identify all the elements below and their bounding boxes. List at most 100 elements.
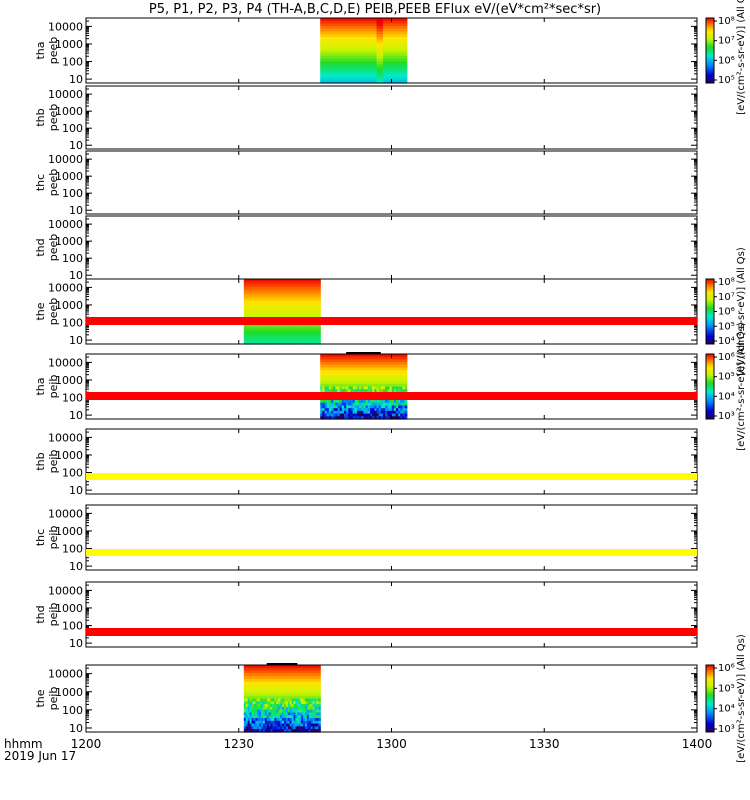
spectrogram-cell	[337, 23, 341, 27]
spectrogram-cell	[354, 367, 358, 371]
spectrogram-cell	[326, 416, 330, 420]
spectrogram-cell	[257, 665, 260, 669]
spectrogram-cell	[402, 356, 406, 361]
colorbar-step	[706, 680, 714, 683]
spectrogram-cell	[331, 367, 334, 371]
spectrogram-cell	[299, 335, 302, 340]
spectrogram-cell	[282, 325, 285, 329]
spectrogram-cell	[251, 720, 254, 725]
spectrogram-cell	[276, 308, 279, 313]
spectrogram-cell	[363, 23, 367, 27]
spectrogram-cell	[365, 375, 369, 379]
spectrogram-cell	[303, 712, 306, 716]
spectrogram-cell	[310, 335, 314, 340]
spectrogram-cell	[333, 362, 336, 366]
spectrogram-cell	[255, 712, 258, 716]
spectrogram-cell	[331, 408, 334, 412]
spectrogram-cell	[318, 311, 321, 315]
spectrogram-cell	[369, 389, 373, 393]
colorbar-step	[706, 34, 714, 37]
spectrogram-cell	[251, 338, 254, 342]
spectrogram-cell	[352, 372, 356, 377]
spectrogram-cell	[333, 77, 336, 81]
spectrogram-cell	[274, 330, 277, 334]
spectrogram-cell	[243, 292, 247, 296]
spectrogram-cell	[350, 378, 354, 382]
spectrogram-cell	[333, 23, 336, 27]
spectrogram-cell	[331, 370, 334, 374]
spectrogram-cell	[243, 673, 247, 677]
spectrogram-cell	[249, 325, 253, 329]
spectrogram-cell	[363, 367, 367, 371]
spectrogram-cell	[357, 381, 360, 385]
spectrogram-cell	[324, 64, 328, 68]
spectrogram-cell	[276, 718, 279, 722]
spectrogram-cell	[359, 53, 362, 57]
spectrogram-cell	[255, 676, 258, 680]
spectrogram-cell	[339, 58, 343, 62]
spectrogram-cell	[308, 295, 312, 299]
spectrogram-cell	[333, 55, 336, 60]
spectrogram-cell	[400, 18, 404, 22]
spectrogram-cell	[291, 692, 295, 697]
spectrogram-cell	[287, 279, 291, 283]
spectrogram-cell	[278, 704, 281, 708]
spectrogram-cell	[304, 678, 308, 683]
spectrogram-cell	[382, 362, 386, 366]
spectrogram-cell	[308, 308, 312, 313]
spectrogram-panel-0	[320, 18, 408, 84]
spectrogram-cell	[289, 726, 293, 730]
spectrogram-cell	[404, 72, 408, 76]
spectrogram-cell	[243, 715, 247, 719]
spectrogram-cell	[395, 47, 399, 52]
spectrogram-cell	[350, 405, 354, 409]
spectrogram-cell	[261, 709, 264, 714]
spectrogram-cell	[249, 723, 253, 728]
spectrogram-cell	[283, 325, 287, 329]
spectrogram-cell	[268, 701, 272, 705]
spectrogram-cell	[382, 389, 386, 393]
colorbar-step	[706, 725, 714, 728]
colorbar-step	[706, 76, 714, 79]
spectrogram-cell	[285, 327, 289, 332]
spectrogram-cell	[280, 303, 283, 307]
spectrogram-cell	[387, 378, 391, 382]
spectrogram-cell	[314, 279, 317, 283]
spectrogram-cell	[393, 370, 397, 374]
spectrogram-cell	[245, 287, 249, 291]
spectrogram-cell	[293, 665, 296, 669]
spectrogram-cell	[289, 287, 293, 291]
spectrogram-cell	[278, 670, 281, 674]
spectrogram-cell	[268, 292, 272, 296]
spectrogram-cell	[400, 362, 404, 366]
spectrogram-cell	[365, 362, 369, 366]
spectrogram-cell	[333, 356, 336, 361]
spectrogram-cell	[365, 389, 369, 393]
spectrogram-cell	[374, 66, 378, 71]
spectrogram-cell	[270, 300, 274, 304]
spectrogram-cell	[400, 74, 404, 79]
spectrogram-cell	[322, 42, 326, 46]
spectrogram-cell	[335, 39, 339, 43]
spectrogram-cell	[346, 47, 349, 52]
spectrogram-cell	[324, 359, 328, 363]
spectrogram-cell	[295, 281, 298, 286]
spectrogram-cell	[278, 281, 281, 286]
spectrogram-cell	[268, 325, 272, 329]
spectrogram-cell	[301, 311, 304, 315]
spectrogram-cell	[372, 34, 375, 38]
spectrogram-cell	[253, 308, 256, 313]
spectrogram-cell	[337, 389, 341, 393]
spectrogram-cell	[376, 31, 380, 35]
panel-probe-label: thb	[34, 452, 47, 470]
spectrogram-cell	[243, 698, 247, 702]
spectrogram-cell	[333, 74, 336, 79]
spectrogram-cell	[404, 53, 408, 57]
spectrogram-cell	[337, 410, 341, 415]
spectrogram-cell	[398, 45, 401, 49]
spectrogram-cell	[350, 69, 354, 73]
spectrogram-cell	[314, 690, 317, 694]
spectrogram-cell	[310, 287, 314, 291]
spectrogram-cell	[268, 678, 272, 683]
spectrogram-cell	[303, 308, 306, 313]
